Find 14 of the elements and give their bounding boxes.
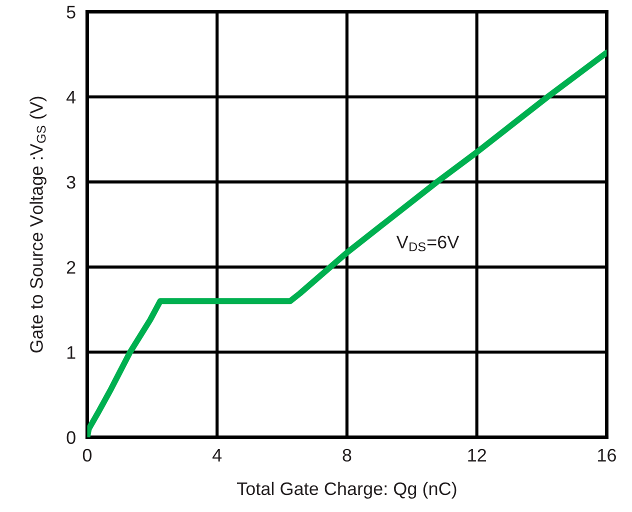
y-tick-label: 1 <box>67 346 76 359</box>
y-tick-label: 0 <box>66 431 76 444</box>
x-tick-label: 8 <box>342 448 352 462</box>
y-tick-label: 4 <box>66 90 76 104</box>
y-tick-label: 5 <box>66 6 76 18</box>
y-tick-label: 2 <box>66 260 76 274</box>
y-tick-label: 3 <box>66 176 76 189</box>
x-tick-label: 16 <box>598 448 616 462</box>
series-label: V$_{DS}$=6V <box>396 236 460 252</box>
x-tick-label: 4 <box>212 449 222 462</box>
x-tick-label: 12 <box>468 448 486 462</box>
x-tick-label: 0 <box>82 448 92 462</box>
y-axis-title: Gate to Source Voltage :V$_{GS}$ (V) <box>30 96 46 353</box>
x-axis-title: Total Gate Charge: Qg (nC) <box>237 482 456 499</box>
